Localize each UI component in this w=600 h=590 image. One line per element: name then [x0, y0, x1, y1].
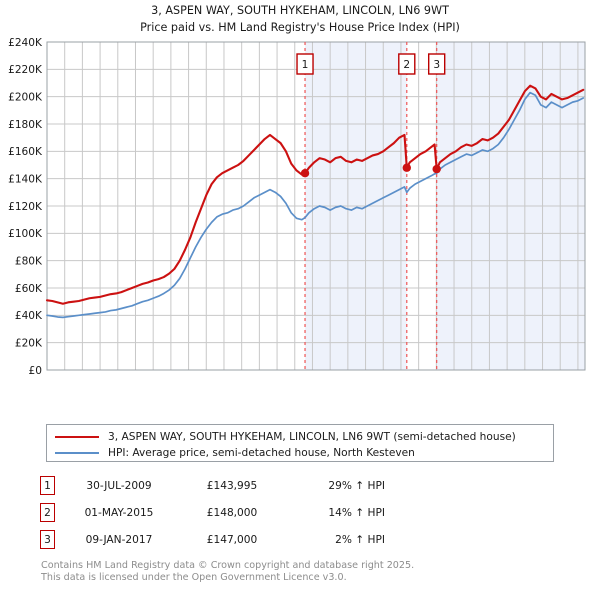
transactions-table: 1 30-JUL-2009 £143,995 29% ↑ HPI 2 01-MA…	[40, 472, 460, 553]
legend-label-property: 3, ASPEN WAY, SOUTH HYKEHAM, LINCOLN, LN…	[108, 431, 516, 443]
legend-label-hpi: HPI: Average price, semi-detached house,…	[108, 447, 415, 459]
page-title: 3, ASPEN WAY, SOUTH HYKEHAM, LINCOLN, LN…	[0, 2, 600, 36]
marker-badge-1: 1	[40, 476, 55, 495]
grid-lines	[46, 41, 585, 371]
y-axis-tick-label: £180K	[8, 119, 43, 131]
y-axis-tick-label: £60K	[15, 283, 43, 295]
sale-marker-dot[interactable]	[300, 169, 310, 178]
chart-legend: 3, ASPEN WAY, SOUTH HYKEHAM, LINCOLN, LN…	[46, 424, 554, 462]
y-axis-tick-label: £100K	[8, 228, 43, 240]
transaction-date: 09-JAN-2017	[85, 533, 153, 546]
marker-number-label: 1	[302, 59, 309, 71]
y-axis-tick-label: £120K	[8, 201, 43, 213]
sale-marker-dot[interactable]	[432, 164, 441, 174]
marker-number-label: 2	[403, 59, 410, 71]
marker-number-box[interactable]	[296, 53, 314, 75]
title-line-2: Price paid vs. HM Land Registry's House …	[140, 21, 460, 34]
transaction-price: £147,000	[206, 533, 258, 546]
y-axis-tick-label: £240K	[8, 37, 43, 49]
legend-swatch-property	[55, 436, 99, 438]
legend-item-property: 3, ASPEN WAY, SOUTH HYKEHAM, LINCOLN, LN…	[47, 429, 553, 445]
marker-badge-3: 3	[40, 530, 55, 549]
y-axis-tick-label: £0	[29, 365, 43, 376]
chart-svg: £0 £20K £40K £60K £80K £100K £120K £140K £160K £1…	[8, 37, 586, 376]
marker-number-boxes: 1 2 3	[296, 53, 446, 75]
y-axis-tick-label: £20K	[15, 337, 43, 349]
marker-number-label: 3	[433, 59, 440, 71]
transaction-date: 30-JUL-2009	[86, 479, 152, 492]
copyright-footer: Contains HM Land Registry data © Crown c…	[41, 560, 561, 583]
transaction-hpi-delta: 14% ↑ HPI	[328, 506, 385, 519]
transaction-date: 01-MAY-2015	[84, 506, 154, 519]
price-history-chart: £0 £20K £40K £60K £80K £100K £120K £140K £160K £1…	[0, 36, 600, 376]
transaction-hpi-delta: 2% ↑ HPI	[335, 533, 385, 546]
sale-marker-dot[interactable]	[402, 163, 411, 172]
legend-item-hpi: HPI: Average price, semi-detached house,…	[47, 445, 553, 461]
property-price-line	[45, 84, 585, 305]
y-axis-tick-label: £40K	[15, 310, 43, 322]
table-row[interactable]: 3 09-JAN-2017 £147,000 2% ↑ HPI	[40, 526, 460, 553]
y-axis-labels: £0 £20K £40K £60K £80K £100K £120K £140K £160K £1…	[8, 37, 43, 376]
footer-line-1: Contains HM Land Registry data © Crown c…	[41, 560, 415, 571]
marker-vlines	[304, 42, 438, 370]
marker-number-box[interactable]	[398, 53, 416, 75]
title-line-1: 3, ASPEN WAY, SOUTH HYKEHAM, LINCOLN, LN…	[151, 4, 449, 17]
y-axis-tick-label: £80K	[15, 255, 43, 267]
transaction-price: £148,000	[206, 506, 258, 519]
transaction-price: £143,995	[206, 479, 258, 492]
y-axis-tick-label: £140K	[8, 173, 43, 185]
y-axis-tick-label: £200K	[8, 91, 43, 103]
plot-frame	[46, 41, 586, 371]
y-axis-tick-label: £220K	[8, 64, 43, 76]
y-axis-tick-label: £160K	[8, 146, 43, 158]
table-row[interactable]: 1 30-JUL-2009 £143,995 29% ↑ HPI	[40, 472, 460, 499]
table-row[interactable]: 2 01-MAY-2015 £148,000 14% ↑ HPI	[40, 499, 460, 526]
transaction-hpi-delta: 29% ↑ HPI	[328, 479, 385, 492]
sale-markers	[300, 163, 441, 178]
hpi-line	[46, 91, 585, 319]
marker-number-box[interactable]	[427, 53, 446, 75]
footer-line-2: This data is licensed under the Open Gov…	[41, 571, 347, 583]
legend-swatch-hpi	[55, 452, 99, 454]
marker-badge-2: 2	[40, 503, 55, 522]
